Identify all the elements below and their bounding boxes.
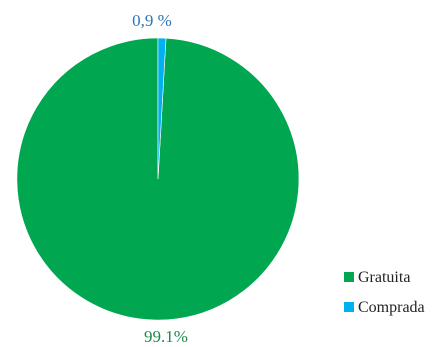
legend-swatch-comprada: [344, 302, 354, 312]
legend-label-gratuita: Gratuita: [358, 269, 410, 286]
pie-data-labels: 99.1% 0,9 %: [132, 11, 188, 346]
legend-label-comprada: Comprada: [358, 299, 425, 316]
legend-swatch-gratuita: [344, 272, 354, 282]
pie-slice-comprada: [157, 37, 167, 180]
data-label-gratuita: 99.1%: [144, 327, 188, 346]
pie-slices: [16, 37, 300, 321]
legend: Gratuita Comprada: [344, 269, 425, 316]
data-label-comprada: 0,9 %: [132, 11, 172, 30]
